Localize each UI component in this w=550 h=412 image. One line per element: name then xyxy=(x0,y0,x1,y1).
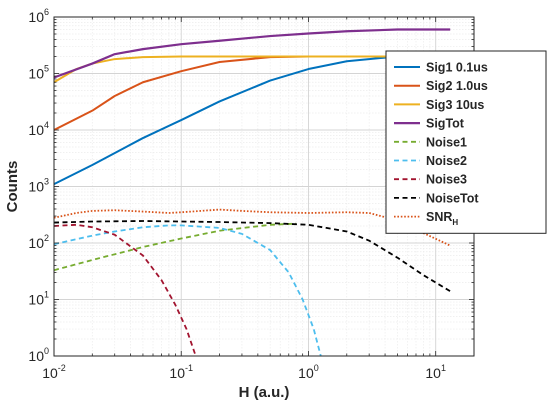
y-tick-label: 100 xyxy=(28,346,49,364)
x-tick-base: 10 xyxy=(298,365,314,381)
y-tick-base: 10 xyxy=(28,179,44,195)
legend-label-text: Sig1 0.1us xyxy=(426,61,488,75)
y-tick-exponent: 5 xyxy=(44,64,49,74)
legend-label-text: Noise1 xyxy=(426,135,467,149)
legend-label-text: SigTot xyxy=(426,117,465,131)
y-tick-exponent: 4 xyxy=(44,120,49,130)
y-tick-exponent: 3 xyxy=(44,177,49,187)
x-tick-labels: 10-2 10-1 100 101 xyxy=(42,363,446,381)
x-tick-label: 100 xyxy=(298,363,319,381)
legend-label-text: Sig2 1.0us xyxy=(426,79,488,93)
x-tick-label: 101 xyxy=(425,363,446,381)
legend-label-text: Noise3 xyxy=(426,173,467,187)
series-line-6 xyxy=(53,224,322,357)
x-tick-base: 10 xyxy=(169,365,185,381)
series-layer xyxy=(53,28,451,357)
legend-label-6: Noise2 xyxy=(426,154,467,168)
series-line-7 xyxy=(53,223,197,357)
x-tick-label: 10-2 xyxy=(42,363,66,381)
legend-label-7: Noise3 xyxy=(426,173,467,187)
legend-label-text: Noise2 xyxy=(426,154,467,168)
legend-label-2: Sig2 1.0us xyxy=(426,79,488,93)
y-tick-base: 10 xyxy=(28,348,44,364)
y-tick-exponent: 6 xyxy=(44,7,49,17)
series-line-9 xyxy=(53,208,451,247)
legend-label-3: Sig3 10us xyxy=(426,98,484,112)
legend-label-text: NoiseTot xyxy=(426,191,479,205)
legend-label-5: Noise1 xyxy=(426,135,467,149)
y-tick-base: 10 xyxy=(28,235,44,251)
legend-label-4: SigTot xyxy=(426,117,465,131)
series-line-1 xyxy=(53,55,451,186)
y-tick-label: 103 xyxy=(28,177,49,195)
y-tick-exponent: 1 xyxy=(44,290,49,300)
x-tick-exponent: 1 xyxy=(441,363,446,373)
y-tick-label: 106 xyxy=(28,7,49,25)
x-tick-exponent: 0 xyxy=(314,363,319,373)
y-tick-base: 10 xyxy=(28,9,44,25)
y-tick-base: 10 xyxy=(28,66,44,82)
legend: Sig1 0.1us Sig2 1.0us Sig3 10us SigTot Noise… xyxy=(385,50,547,234)
legend-label-8: NoiseTot xyxy=(426,191,479,205)
legend-label-text: Sig3 10us xyxy=(426,98,484,112)
series-line-8 xyxy=(53,220,451,293)
y-tick-label: 101 xyxy=(28,290,49,308)
series-line-4 xyxy=(53,28,451,79)
x-tick-base: 10 xyxy=(425,365,441,381)
x-axis-title: H (a.u.) xyxy=(239,384,290,401)
x-tick-exponent: -1 xyxy=(185,363,193,373)
x-tick-label: 10-1 xyxy=(169,363,193,381)
y-tick-base: 10 xyxy=(28,292,44,308)
y-tick-label: 102 xyxy=(28,233,49,251)
y-tick-label: 105 xyxy=(28,64,49,82)
legend-label-1: Sig1 0.1us xyxy=(426,61,488,75)
y-tick-exponent: 2 xyxy=(44,233,49,243)
series-line-5 xyxy=(53,222,297,272)
y-tick-exponent: 0 xyxy=(44,346,49,356)
y-tick-base: 10 xyxy=(28,122,44,138)
y-axis-title: Counts xyxy=(4,161,21,213)
legend-label-subscript: H xyxy=(452,218,458,227)
legend-label-text: SNR xyxy=(426,210,452,224)
x-tick-base: 10 xyxy=(42,365,58,381)
x-tick-exponent: -2 xyxy=(58,363,66,373)
y-tick-label: 104 xyxy=(28,120,49,138)
legend-label-9: SNRH xyxy=(426,210,458,227)
